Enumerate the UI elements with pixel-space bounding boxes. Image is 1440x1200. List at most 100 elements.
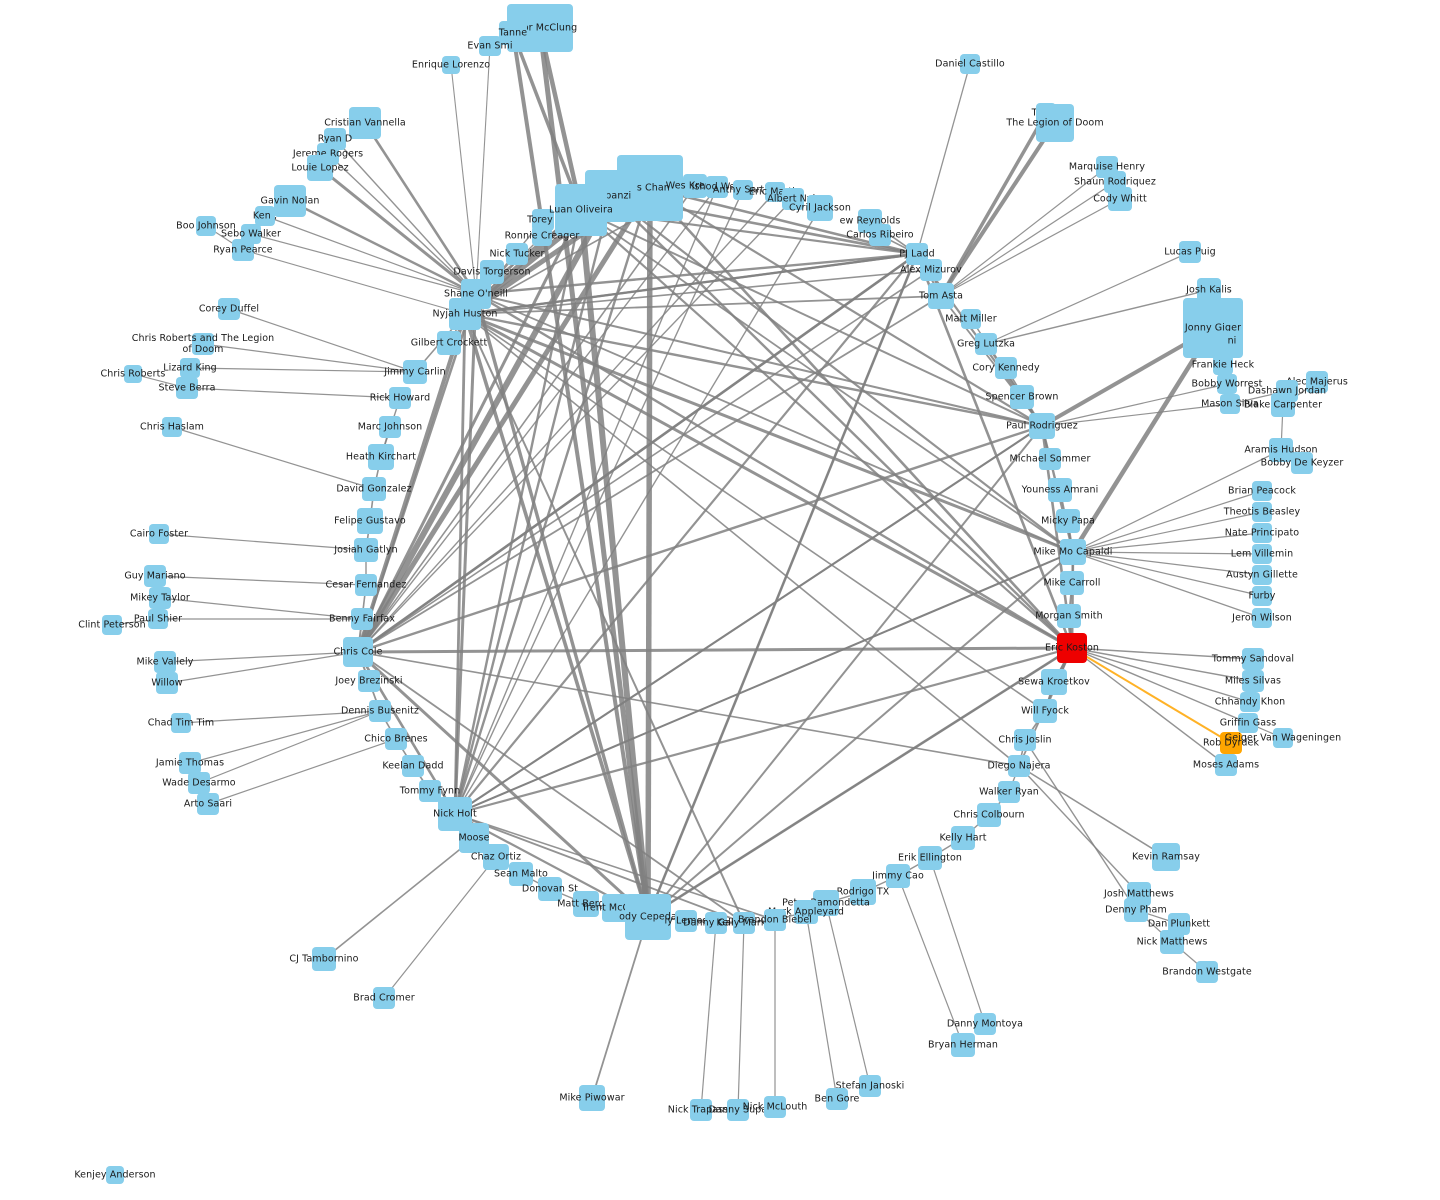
graph-node[interactable]: [373, 987, 395, 1009]
graph-node[interactable]: [351, 608, 373, 630]
graph-node[interactable]: [483, 844, 509, 870]
graph-node[interactable]: [625, 894, 671, 940]
graph-node[interactable]: [402, 755, 424, 777]
graph-node[interactable]: [1039, 448, 1061, 470]
graph-node[interactable]: [826, 1088, 848, 1110]
graph-node[interactable]: [349, 107, 381, 139]
graph-node[interactable]: [188, 772, 210, 794]
graph-node[interactable]: [354, 538, 378, 562]
graph-node[interactable]: [403, 360, 427, 384]
graph-node[interactable]: [343, 637, 373, 667]
graph-node[interactable]: [479, 36, 501, 56]
graph-node[interactable]: [197, 793, 219, 815]
graph-node[interactable]: [975, 333, 997, 355]
graph-node[interactable]: [807, 195, 833, 221]
graph-node[interactable]: [1306, 371, 1328, 393]
graph-node[interactable]: [1252, 608, 1272, 628]
graph-node[interactable]: [499, 21, 527, 45]
graph-node[interactable]: [555, 184, 607, 236]
graph-node[interactable]: [1029, 413, 1055, 439]
graph-node[interactable]: [974, 1013, 996, 1035]
graph-node[interactable]: [1152, 843, 1180, 871]
graph-node[interactable]: [509, 862, 533, 886]
graph-node[interactable]: [385, 728, 407, 750]
graph-node[interactable]: [532, 209, 554, 231]
graph-node[interactable]: [1222, 331, 1242, 351]
graph-node[interactable]: [358, 670, 380, 692]
graph-node[interactable]: [1215, 754, 1237, 776]
graph-node[interactable]: [379, 416, 401, 438]
graph-node[interactable]: [148, 609, 168, 629]
graph-node[interactable]: [1060, 539, 1086, 565]
graph-node[interactable]: [1057, 604, 1081, 628]
graph-node[interactable]: [1036, 104, 1074, 142]
graph-node[interactable]: [171, 713, 191, 733]
graph-node[interactable]: [859, 1075, 881, 1097]
graph-node[interactable]: [1217, 374, 1237, 394]
graph-node[interactable]: [1220, 394, 1240, 414]
graph-node[interactable]: [782, 188, 804, 210]
graph-node[interactable]: [156, 672, 178, 694]
graph-node[interactable]: [1238, 713, 1258, 733]
graph-node[interactable]: [1271, 393, 1295, 417]
graph-node[interactable]: [1213, 355, 1233, 375]
graph-node[interactable]: [162, 417, 182, 437]
graph-node[interactable]: [180, 358, 200, 378]
graph-node[interactable]: [144, 565, 166, 587]
graph-node[interactable]: [850, 879, 876, 905]
graph-node[interactable]: [1273, 728, 1293, 748]
graph-node[interactable]: [1056, 509, 1080, 533]
graph-node[interactable]: [149, 587, 171, 609]
graph-node[interactable]: [573, 891, 599, 917]
graph-node[interactable]: [1160, 930, 1184, 954]
graph-node[interactable]: [764, 909, 786, 931]
graph-node[interactable]: [869, 224, 891, 246]
graph-node[interactable]: [1008, 755, 1030, 777]
graph-node[interactable]: [369, 700, 391, 722]
graph-node[interactable]: [1041, 669, 1067, 695]
graph-node[interactable]: [1196, 961, 1218, 983]
graph-node[interactable]: [124, 365, 142, 383]
graph-node[interactable]: [274, 185, 306, 217]
graph-node[interactable]: [705, 912, 727, 934]
graph-node[interactable]: [1108, 187, 1132, 211]
graph-node[interactable]: [1220, 732, 1242, 754]
graph-node[interactable]: [1048, 478, 1072, 502]
graph-node[interactable]: [1252, 586, 1272, 606]
graph-node[interactable]: [977, 803, 1001, 827]
graph-node[interactable]: [1240, 692, 1260, 712]
graph-node[interactable]: [1179, 241, 1201, 263]
graph-node[interactable]: [1252, 523, 1272, 543]
graph-node[interactable]: [312, 947, 336, 971]
graph-node[interactable]: [1060, 571, 1084, 595]
graph-node[interactable]: [255, 206, 275, 226]
graph-node[interactable]: [1252, 481, 1272, 501]
graph-node[interactable]: [437, 331, 461, 355]
graph-node[interactable]: [362, 477, 386, 501]
graph-node[interactable]: [1291, 452, 1313, 474]
graph-node[interactable]: [154, 651, 176, 673]
graph-node[interactable]: [538, 877, 562, 901]
graph-node[interactable]: [1269, 438, 1293, 462]
graph-node[interactable]: [176, 377, 198, 399]
graph-node[interactable]: [1252, 502, 1272, 522]
graph-node[interactable]: [1057, 633, 1087, 663]
graph-node[interactable]: [232, 239, 254, 261]
graph-node[interactable]: [998, 781, 1020, 803]
graph-node[interactable]: [1252, 544, 1272, 564]
graph-node[interactable]: [1242, 648, 1264, 670]
graph-node[interactable]: [794, 900, 818, 924]
graph-node[interactable]: [355, 574, 377, 596]
graph-node[interactable]: [764, 1096, 786, 1118]
graph-node[interactable]: [149, 524, 169, 544]
graph-node[interactable]: [196, 216, 216, 236]
graph-node[interactable]: [733, 180, 753, 200]
graph-node[interactable]: [733, 912, 755, 934]
graph-node[interactable]: [886, 864, 910, 888]
graph-node[interactable]: [389, 387, 411, 409]
graph-node[interactable]: [218, 298, 240, 320]
graph-node[interactable]: [918, 846, 942, 870]
graph-node[interactable]: [1124, 898, 1148, 922]
graph-node[interactable]: [1014, 729, 1036, 751]
graph-node[interactable]: [442, 56, 460, 74]
